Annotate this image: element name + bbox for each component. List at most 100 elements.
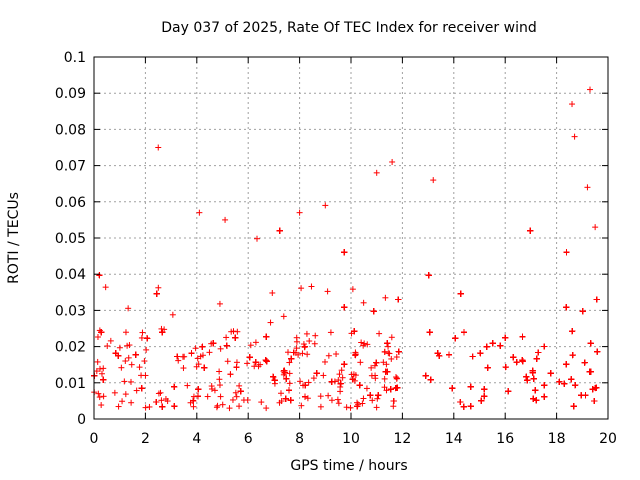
data-point bbox=[224, 358, 231, 365]
data-point bbox=[293, 345, 300, 352]
data-point bbox=[270, 373, 277, 380]
x-tick-labels: 0 2 4 6 8 10 12 14 16 18 20 bbox=[90, 431, 617, 447]
data-point bbox=[143, 346, 150, 353]
data-point bbox=[188, 350, 195, 357]
data-point bbox=[286, 370, 293, 377]
data-point bbox=[304, 351, 311, 358]
data-point bbox=[369, 397, 376, 404]
data-point bbox=[354, 403, 361, 410]
data-point bbox=[246, 354, 253, 361]
data-point bbox=[395, 296, 402, 303]
data-point bbox=[98, 329, 105, 336]
data-point bbox=[328, 378, 335, 385]
data-point bbox=[430, 177, 437, 184]
y-tick-label: 0.01 bbox=[55, 376, 86, 392]
data-point bbox=[572, 382, 579, 389]
data-point bbox=[216, 382, 223, 389]
y-tick-label: 0.08 bbox=[55, 122, 86, 138]
data-point bbox=[563, 304, 570, 311]
data-point bbox=[483, 343, 490, 350]
data-point bbox=[159, 403, 166, 410]
data-point bbox=[587, 86, 594, 93]
data-point bbox=[287, 397, 294, 404]
data-point bbox=[219, 401, 226, 408]
data-point bbox=[159, 329, 166, 336]
data-point bbox=[360, 395, 367, 402]
data-point bbox=[571, 133, 578, 140]
data-point bbox=[216, 376, 223, 383]
data-point bbox=[199, 343, 206, 350]
data-point bbox=[384, 340, 391, 347]
data-point bbox=[373, 359, 380, 366]
data-point bbox=[338, 367, 345, 374]
data-point bbox=[481, 393, 488, 400]
data-point bbox=[263, 358, 270, 365]
data-point bbox=[244, 360, 251, 367]
data-point bbox=[217, 393, 224, 400]
data-point bbox=[582, 392, 589, 399]
data-point bbox=[449, 385, 456, 392]
data-point bbox=[325, 352, 332, 359]
data-point bbox=[587, 340, 594, 347]
data-point bbox=[356, 382, 363, 389]
data-point bbox=[301, 343, 308, 350]
data-point bbox=[285, 387, 292, 394]
data-point bbox=[111, 389, 118, 396]
data-point bbox=[174, 353, 181, 360]
data-point bbox=[252, 359, 259, 366]
data-point bbox=[327, 329, 334, 336]
data-point bbox=[370, 308, 377, 315]
data-point bbox=[233, 364, 240, 371]
data-point bbox=[584, 184, 591, 191]
data-point bbox=[236, 382, 243, 389]
data-point bbox=[478, 397, 485, 404]
data-point bbox=[569, 328, 576, 335]
data-point bbox=[206, 349, 213, 356]
y-tick-label: 0.07 bbox=[55, 159, 86, 175]
y-tick-label: 0.1 bbox=[64, 50, 86, 66]
data-point bbox=[293, 338, 300, 345]
data-point bbox=[127, 378, 134, 385]
data-points bbox=[91, 86, 601, 412]
data-point bbox=[232, 334, 239, 341]
data-point bbox=[222, 216, 229, 223]
data-point bbox=[155, 390, 162, 397]
data-point bbox=[593, 296, 600, 303]
data-point bbox=[586, 368, 593, 375]
data-point bbox=[313, 370, 320, 377]
data-point bbox=[210, 340, 217, 347]
data-point bbox=[510, 354, 517, 361]
data-point bbox=[497, 342, 504, 349]
data-point bbox=[502, 334, 509, 341]
data-point bbox=[282, 395, 289, 402]
data-point bbox=[502, 364, 509, 371]
data-point bbox=[477, 350, 484, 357]
data-point bbox=[297, 378, 304, 385]
data-point bbox=[306, 338, 313, 345]
data-point bbox=[244, 397, 251, 404]
data-point bbox=[104, 342, 111, 349]
data-point bbox=[594, 348, 601, 355]
data-point bbox=[519, 358, 526, 365]
data-point bbox=[233, 393, 240, 400]
data-point bbox=[158, 397, 165, 404]
data-point bbox=[119, 398, 126, 405]
data-point bbox=[217, 345, 224, 352]
data-point bbox=[381, 384, 388, 391]
data-point bbox=[457, 399, 464, 406]
data-point bbox=[389, 158, 396, 165]
data-point bbox=[581, 359, 588, 366]
data-point bbox=[390, 403, 397, 410]
data-point bbox=[180, 365, 187, 372]
data-point bbox=[155, 284, 162, 291]
data-point bbox=[122, 329, 129, 336]
data-point bbox=[374, 395, 381, 402]
data-point bbox=[533, 355, 540, 362]
y-tick-label: 0.05 bbox=[55, 231, 86, 247]
data-point bbox=[363, 385, 370, 392]
data-point bbox=[513, 359, 520, 366]
data-point bbox=[232, 389, 239, 396]
data-point bbox=[153, 399, 160, 406]
data-point bbox=[591, 397, 598, 404]
data-point bbox=[158, 325, 165, 332]
